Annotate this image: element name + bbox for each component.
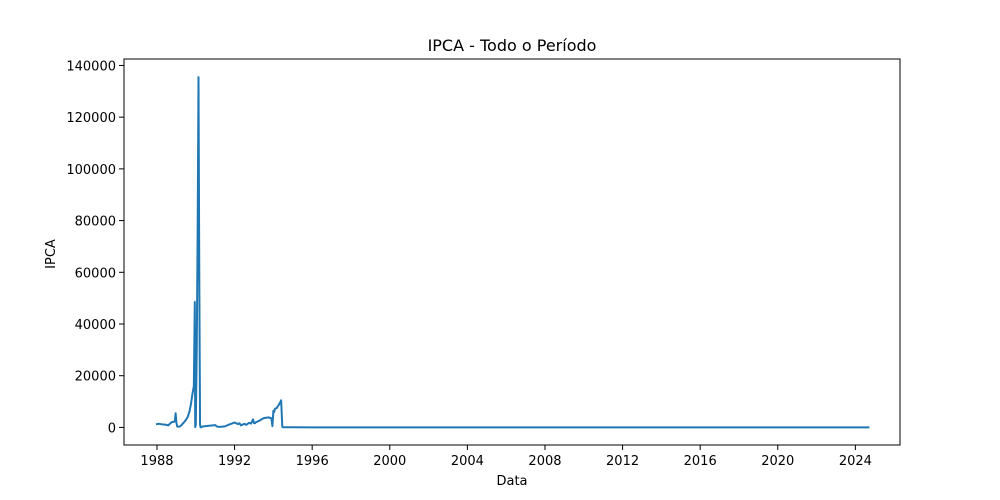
y-tick-label: 80000 — [75, 215, 116, 230]
x-tick-label: 2016 — [684, 454, 717, 469]
x-tick-label: 2008 — [528, 454, 561, 469]
y-tick-label: 120000 — [66, 111, 116, 126]
x-tick-label: 2004 — [451, 454, 484, 469]
x-tick-label: 1996 — [296, 454, 329, 469]
plot-area: 1988 1992 1996 2000 2004 2008 2012 2016 2020 2024… — [66, 58, 901, 469]
y-axis-label: IPCA — [44, 239, 59, 269]
y-tick-label: 100000 — [66, 163, 116, 178]
y-tick-label: 60000 — [75, 266, 116, 281]
x-tick-label: 2000 — [373, 454, 406, 469]
y-tick-label: 40000 — [75, 318, 116, 333]
y-tick-label: 0 — [108, 421, 116, 436]
x-tick-label: 2024 — [839, 454, 872, 469]
y-tick-label: 140000 — [66, 59, 116, 74]
plot-frame — [123, 58, 901, 446]
chart-title: IPCA - Todo o Período — [428, 36, 597, 55]
x-tick-label: 2020 — [761, 454, 794, 469]
x-tick-label: 1992 — [218, 454, 251, 469]
y-tick-label: 20000 — [75, 370, 116, 385]
x-tick-label: 2012 — [606, 454, 639, 469]
x-axis-label: Data — [496, 474, 527, 489]
x-tick-label: 1988 — [140, 454, 173, 469]
series-line-0 — [155, 76, 870, 429]
